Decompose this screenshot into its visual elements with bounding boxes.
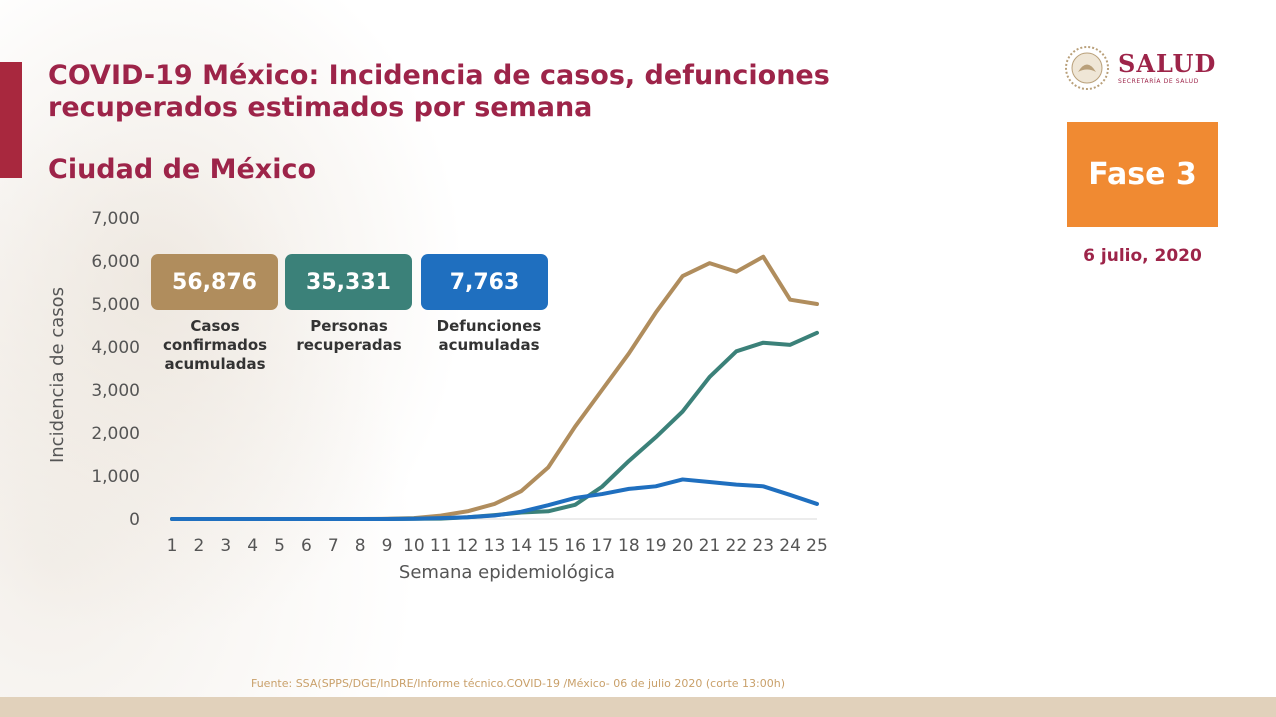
x-tick-label: 21 (699, 536, 721, 556)
y-axis-label: Incidencia de casos (47, 287, 68, 463)
y-tick-label: 5,000 (91, 295, 140, 315)
x-tick-label: 14 (511, 536, 533, 556)
series-line-2 (170, 477, 819, 521)
x-tick-label: 25 (806, 536, 828, 556)
x-tick-label: 11 (430, 536, 452, 556)
y-tick-label: 2,000 (91, 424, 140, 444)
x-tick-label: 1 (167, 536, 178, 556)
x-tick-label: 19 (645, 536, 667, 556)
x-tick-label: 9 (382, 536, 393, 556)
x-tick-label: 20 (672, 536, 694, 556)
logo-sub-text: SECRETARÍA DE SALUD (1118, 77, 1199, 85)
x-tick-label: 3 (220, 536, 231, 556)
bottom-strip (0, 697, 1276, 717)
salud-logo: SALUD SECRETARÍA DE SALUD (1064, 44, 1224, 92)
page-title: COVID-19 México: Incidencia de casos, de… (48, 60, 830, 124)
deaths-badge: 7,763 (421, 254, 548, 310)
accent-bar (0, 62, 22, 178)
x-tick-label: 24 (779, 536, 801, 556)
x-tick-label: 8 (355, 536, 366, 556)
x-tick-label: 23 (752, 536, 774, 556)
x-tick-label: 13 (484, 536, 506, 556)
confirmed-cases-label: Casos confirmados acumuladas (162, 317, 268, 373)
x-tick-label: 7 (328, 536, 339, 556)
y-tick-label: 1,000 (91, 467, 140, 487)
x-tick-label: 6 (301, 536, 312, 556)
x-tick-label: 16 (564, 536, 586, 556)
logo-main-text: SALUD (1118, 48, 1217, 78)
deaths-label: Defunciones acumuladas (436, 317, 542, 354)
x-tick-label: 12 (457, 536, 479, 556)
x-tick-label: 5 (274, 536, 285, 556)
y-tick-label: 7,000 (91, 209, 140, 229)
background-decoration (0, 0, 520, 700)
x-tick-label: 4 (247, 536, 258, 556)
report-date: 6 julio, 2020 (1083, 246, 1202, 266)
x-tick-label: 18 (618, 536, 640, 556)
recovered-badge: 35,331 (285, 254, 412, 310)
confirmed-cases-badge: 56,876 (151, 254, 278, 310)
y-tick-label: 0 (129, 510, 140, 530)
x-tick-label: 10 (403, 536, 425, 556)
x-tick-label: 17 (591, 536, 613, 556)
national-seal-icon (1065, 46, 1109, 90)
title-line-2: recuperados estimados por semana (48, 92, 593, 123)
x-tick-label: 22 (726, 536, 748, 556)
x-axis-label: Semana epidemiológica (399, 562, 615, 583)
y-tick-label: 6,000 (91, 252, 140, 272)
source-note: Fuente: SSA(SPPS/DGE/InDRE/Informe técni… (250, 677, 785, 690)
x-tick-label: 2 (193, 536, 204, 556)
x-tick-label: 15 (537, 536, 559, 556)
y-tick-label: 4,000 (91, 338, 140, 358)
recovered-label: Personas recuperadas (296, 317, 402, 354)
title-line-1: COVID-19 México: Incidencia de casos, de… (48, 60, 830, 91)
phase-badge: Fase 3 (1067, 122, 1218, 227)
page-subtitle: Ciudad de México (48, 154, 317, 185)
y-tick-label: 3,000 (91, 381, 140, 401)
